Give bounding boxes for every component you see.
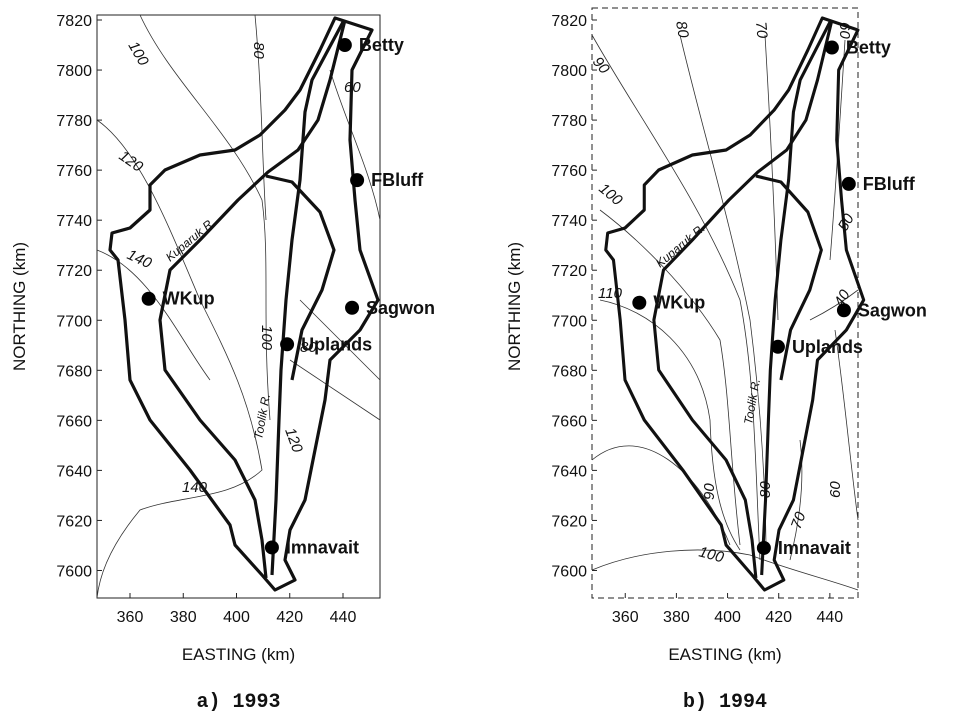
station-marker [337,38,352,53]
contour-label: 80 [300,339,317,356]
river-label: Kuparuk R. [163,215,218,264]
y-tick-label: 7760 [56,163,92,180]
y-tick-label: 7700 [56,313,92,330]
contour-label: 40 [831,286,854,310]
contour-label: 120 [116,147,147,176]
y-tick-label: 7780 [56,113,92,130]
y-tick-label: 7700 [551,313,587,330]
contour-label: 120 [281,426,306,456]
station-label: FBluff [863,174,916,194]
contours [591,34,859,591]
y-tick-label: 7760 [551,163,587,180]
station-label: FBluff [371,170,424,190]
y-tick-label: 7680 [56,363,92,380]
station-label: WKup [163,289,215,309]
y-tick-label: 7620 [551,513,587,530]
y-tick-label: 7780 [551,113,587,130]
station-marker [141,291,156,306]
x-tick-label: 360 [612,609,639,626]
y-tick-label: 7600 [551,563,587,580]
contour-label: 60 [827,481,844,498]
station-label: Betty [359,35,404,55]
x-tick-label: 380 [170,609,197,626]
contour-label: 100 [595,180,626,210]
y-tick-label: 7600 [56,563,92,580]
y-axis-label: NORTHING (km) [505,242,524,371]
x-tick-label: 420 [276,609,303,626]
contour-label: 80 [250,42,267,59]
station-marker [824,40,839,55]
station-label: Sagwon [858,300,927,320]
x-tick-label: 440 [817,609,844,626]
contour-label: 110 [598,285,623,302]
station-label: WKup [653,293,705,313]
contours [96,14,381,599]
y-tick-label: 7660 [56,413,92,430]
x-axis-label: EASTING (km) [182,645,295,664]
y-tick-label: 7680 [551,363,587,380]
x-tick-label: 400 [714,609,741,626]
plot-frame [591,7,859,599]
y-axis-label: NORTHING (km) [10,242,29,371]
station-marker [836,303,851,318]
contour-label: 90 [701,483,718,500]
plot-frame [96,14,381,599]
contour-label: 50 [835,210,858,234]
contour-label: 140 [182,479,208,496]
x-tick-label: 360 [117,609,144,626]
station-label: Uplands [301,334,372,354]
x-axis-label: EASTING (km) [668,645,781,664]
station-marker [841,176,856,191]
station-label: Sagwon [366,298,435,318]
y-tick-label: 7820 [551,13,587,30]
y-tick-label: 7640 [56,463,92,480]
y-tick-label: 7660 [551,413,587,430]
contour-label: 140 [124,246,154,272]
contour-label: 100 [125,39,153,70]
contour-label: 60 [344,79,361,96]
station-marker [280,337,295,352]
contour-label: 100 [697,543,726,566]
y-tick-label: 7800 [56,63,92,80]
station-marker [632,295,647,310]
y-tick-label: 7720 [551,263,587,280]
y-tick-label: 7740 [56,213,92,230]
station-label: Imnavait [286,537,359,557]
contour-label: 90 [589,54,613,78]
y-tick-label: 7640 [551,463,587,480]
contour-label: 80 [672,20,692,40]
station-label: Betty [846,38,891,58]
y-tick-label: 7620 [56,513,92,530]
station-marker [345,300,360,315]
contour-label: 60 [836,22,853,39]
station-label: Imnavait [778,538,851,558]
station-marker [350,173,365,188]
x-tick-label: 400 [223,609,250,626]
contour-label: 80 [757,481,774,498]
river-label: Kuparuk R. [653,221,708,270]
panel-caption: b) 1994 [683,691,767,714]
station-label: Uplands [792,337,863,357]
panel-a: 100 80 60 120 140 100 80 120 140 Kuparuk… [96,14,381,599]
contour-label: 70 [788,509,810,531]
x-tick-label: 420 [765,609,792,626]
y-tick-label: 7820 [56,13,92,30]
y-tick-label: 7720 [56,263,92,280]
panel-caption: a) 1993 [196,691,280,714]
x-tick-label: 440 [330,609,357,626]
station-marker [770,339,785,354]
contour-label: 100 [258,325,275,351]
y-tick-label: 7800 [551,63,587,80]
panel-b: 90 80 70 60 100 50 110 40 90 80 70 60 10… [589,7,866,599]
contour-label: 70 [752,21,770,40]
station-marker [264,540,279,555]
x-tick-label: 380 [663,609,690,626]
station-marker [756,540,771,555]
y-tick-label: 7740 [551,213,587,230]
